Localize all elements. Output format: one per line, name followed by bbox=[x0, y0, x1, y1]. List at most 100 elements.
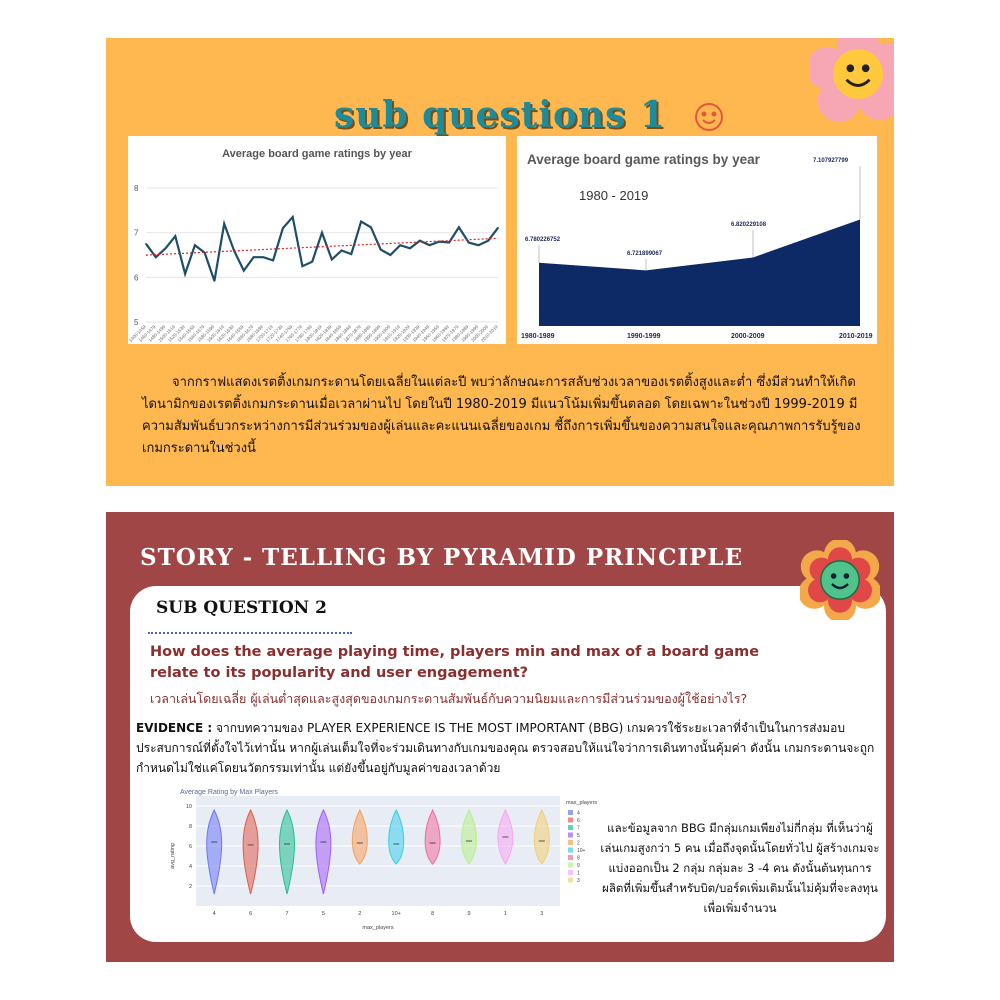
legend-entry: 10+ bbox=[577, 848, 586, 854]
data-point bbox=[174, 235, 177, 238]
legend-entry: 5 bbox=[577, 833, 580, 839]
evidence-text: จากบทความของ PLAYER EXPERIENCE IS THE MO… bbox=[136, 721, 875, 775]
violin-shape bbox=[315, 808, 332, 895]
data-point bbox=[497, 226, 499, 229]
slide-storytelling: STORY - TELLING BY PYRAMID PRINCIPLE SUB… bbox=[106, 512, 894, 962]
data-point bbox=[350, 253, 353, 255]
x-tick-label: 8 bbox=[431, 911, 434, 917]
x-tick-label: 5 bbox=[322, 911, 325, 917]
legend-swatch bbox=[568, 870, 573, 875]
violin-shape bbox=[242, 808, 259, 895]
x-tick-label: 2 bbox=[358, 911, 361, 917]
smiley-flower-icon bbox=[800, 540, 880, 620]
bbg-paragraph: และข้อมูลจาก BBG มีกลุ่มเกมเพียงไม่กี่กล… bbox=[600, 821, 880, 915]
x-category-label: 2010-2019 bbox=[839, 333, 873, 340]
data-point bbox=[252, 256, 255, 259]
data-point bbox=[164, 247, 167, 250]
data-point bbox=[409, 247, 411, 250]
data-point bbox=[340, 249, 343, 252]
violin-shape bbox=[279, 808, 295, 895]
data-point bbox=[203, 251, 206, 254]
page-title: sub questions 1 bbox=[333, 94, 666, 136]
chart-title: Average board game ratings by year bbox=[527, 152, 760, 167]
y-tick-label: 8 bbox=[134, 184, 139, 193]
legend-entry: 4 bbox=[577, 811, 580, 817]
content-card: SUB QUESTION 2 How does the average play… bbox=[130, 586, 886, 942]
y-tick-label: 4 bbox=[189, 864, 192, 870]
x-tick-label: 6 bbox=[249, 911, 252, 917]
y-tick-label: 8 bbox=[189, 824, 192, 830]
legend-entry: 1 bbox=[577, 871, 580, 877]
violin-shape bbox=[206, 808, 223, 895]
data-point bbox=[223, 222, 226, 225]
data-point bbox=[360, 220, 362, 223]
y-tick-label: 7 bbox=[134, 229, 139, 238]
legend-swatch bbox=[568, 862, 573, 868]
x-tick-label: 4 bbox=[213, 911, 216, 917]
data-point bbox=[418, 239, 421, 242]
y-axis-label: avg_rating bbox=[170, 843, 176, 869]
chart-title: Average board game ratings by year bbox=[222, 148, 412, 160]
data-point bbox=[379, 248, 382, 251]
legend-entry: 9 bbox=[577, 863, 580, 869]
data-point bbox=[467, 241, 470, 244]
x-tick-label: 9 bbox=[467, 911, 470, 917]
x-tick-label: 3 bbox=[540, 911, 543, 917]
line-chart-plot: 87651400-14591460-14791480-14991500-1519… bbox=[128, 184, 499, 343]
legend-entry: 8 bbox=[577, 856, 580, 862]
y-tick-label: 2 bbox=[189, 884, 192, 890]
data-point bbox=[399, 244, 402, 246]
data-point bbox=[145, 243, 147, 245]
data-point bbox=[311, 260, 314, 263]
legend-swatch bbox=[568, 847, 573, 853]
data-point bbox=[184, 272, 186, 275]
data-point bbox=[154, 256, 157, 259]
data-point bbox=[487, 239, 490, 242]
y-tick-label: 6 bbox=[134, 273, 139, 282]
data-point bbox=[242, 269, 245, 272]
x-category-label: 2000-2009 bbox=[731, 333, 765, 340]
legend-entry: 3 bbox=[577, 878, 580, 884]
data-label: 6.820229108 bbox=[731, 222, 767, 228]
legend-swatch bbox=[568, 855, 573, 860]
evidence-label: EVIDENCE : bbox=[136, 721, 213, 735]
area-chart-plot: 6.780226752 6.721899067 6.820229108 7.10792… bbox=[521, 158, 873, 340]
x-tick-label: 7 bbox=[285, 911, 288, 917]
violin-chart-rating-by-max-players: Average Rating by Max Players 10 8 6 4 2 avg_r… bbox=[150, 784, 600, 934]
chart-subtitle: 1980 - 2019 bbox=[579, 188, 649, 203]
violin-shape bbox=[388, 808, 405, 865]
data-point bbox=[291, 216, 294, 218]
legend-swatch bbox=[568, 832, 573, 838]
legend-swatch bbox=[568, 817, 573, 823]
data-point bbox=[262, 256, 265, 259]
legend-swatch bbox=[568, 877, 573, 883]
slide-sub-questions-1: sub questions 1 Average board game ratin… bbox=[106, 38, 894, 486]
data-point bbox=[321, 231, 323, 234]
violin-shape bbox=[533, 808, 550, 865]
question-thai: เวลาเล่นโดยเฉลี่ย ผู้เล่นต่ำสุดและสูงสุด… bbox=[150, 691, 748, 706]
violin-shape bbox=[424, 808, 441, 865]
smiley-flower-icon bbox=[810, 38, 894, 122]
area-series bbox=[539, 219, 860, 326]
data-point bbox=[428, 244, 431, 246]
question-english: How does the average playing time, playe… bbox=[150, 644, 760, 681]
x-category-label: 1990-1999 bbox=[627, 333, 661, 340]
legend-entry: 2 bbox=[577, 841, 580, 847]
sub-question-heading: SUB QUESTION 2 bbox=[156, 598, 327, 618]
x-tick-label: 10+ bbox=[392, 911, 401, 917]
violin-chart-plot: Average Rating by Max Players108642avg_r… bbox=[170, 789, 597, 931]
dotted-divider bbox=[148, 632, 352, 634]
evidence-paragraph: EVIDENCE : จากบทความของ PLAYER EXPERIENC… bbox=[136, 718, 881, 778]
violin-shape bbox=[461, 808, 477, 865]
data-point bbox=[301, 265, 304, 267]
violin-shape bbox=[351, 808, 368, 865]
data-point bbox=[330, 258, 333, 261]
data-label: 7.107927799 bbox=[813, 158, 849, 164]
smiley-face-icon bbox=[695, 103, 723, 131]
data-point bbox=[282, 227, 284, 229]
x-category-label: 1980-1989 bbox=[521, 333, 555, 340]
legend-swatch bbox=[568, 810, 573, 815]
legend-entry: 7 bbox=[577, 826, 580, 832]
data-label: 6.721899067 bbox=[627, 251, 663, 257]
